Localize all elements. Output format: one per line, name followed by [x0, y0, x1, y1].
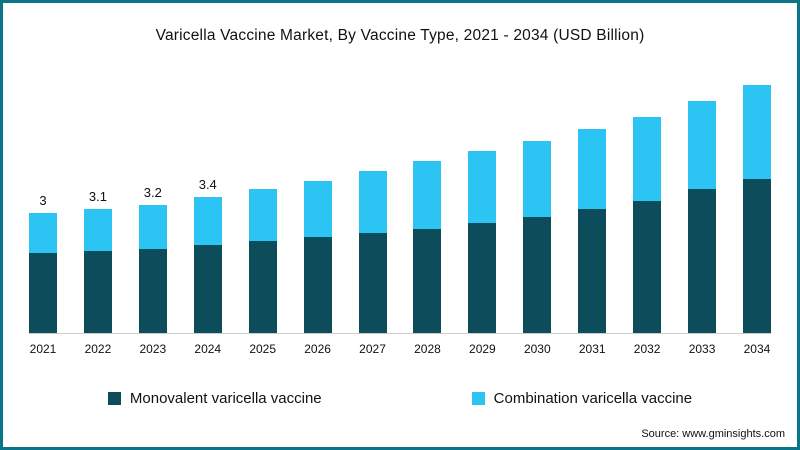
x-axis-label: 2026 — [304, 342, 331, 356]
source-attribution: Source: www.gminsights.com — [641, 428, 785, 440]
x-axis-label: 2025 — [249, 342, 277, 356]
bar-segment-combination — [578, 129, 607, 209]
bar-segment-monovalent — [523, 217, 552, 333]
bar-group: 3.4 — [193, 177, 222, 333]
bar-segment-combination — [468, 151, 497, 223]
x-axis-label: 2030 — [523, 342, 551, 356]
bar-segment-monovalent — [688, 189, 717, 333]
bar-value-label: 3 — [39, 193, 47, 208]
x-axis-label: 2033 — [688, 342, 716, 356]
bar-segment-combination — [742, 85, 771, 179]
bar-group — [523, 121, 552, 333]
bar-group — [468, 131, 497, 333]
legend: Monovalent varicella vaccine Combination… — [3, 390, 797, 407]
x-axis-label: 2022 — [84, 342, 112, 356]
bar-segment-monovalent — [633, 201, 662, 333]
x-axis-label: 2031 — [578, 342, 606, 356]
x-axis-label: 2029 — [469, 342, 496, 356]
x-axis-label: 2021 — [29, 342, 57, 356]
bar-group: 3.1 — [83, 189, 112, 333]
bar-segment-monovalent — [248, 241, 277, 333]
x-axis-label: 2034 — [743, 342, 771, 356]
legend-swatch-monovalent-icon — [107, 392, 121, 405]
plot-area: 3 3.1 3.2 3.4 2021 2022 2023 2024 2025 2026 2027 2… — [29, 61, 771, 356]
bar-segment-monovalent — [358, 233, 387, 333]
bar-group — [633, 97, 662, 333]
legend-item-combination: Combination varicella vaccine — [471, 390, 693, 407]
bar-segment-combination — [303, 181, 332, 237]
bar-value-label: 3.2 — [143, 185, 162, 200]
x-axis-label: 2028 — [414, 342, 441, 356]
bar-segment-combination — [523, 141, 552, 217]
bar-value-label: 3.4 — [198, 177, 217, 192]
bar-segment-monovalent — [83, 251, 112, 333]
bar-segment-combination — [193, 197, 222, 245]
bar-group: 3.2 — [138, 185, 167, 333]
x-axis-label: 2032 — [633, 342, 661, 356]
legend-label-monovalent: Monovalent varicella vaccine — [129, 390, 322, 407]
chart-title: Varicella Vaccine Market, By Vaccine Typ… — [155, 27, 645, 44]
bars-row: 3 3.1 3.2 3.4 — [29, 61, 771, 333]
bar-group — [688, 81, 717, 333]
bar-group — [413, 141, 442, 333]
legend-label-combination: Combination varicella vaccine — [493, 390, 693, 407]
bar-group — [358, 151, 387, 333]
bar-segment-monovalent — [193, 245, 222, 333]
bar-group — [578, 109, 607, 333]
bar-segment-monovalent — [742, 179, 771, 333]
x-axis-label: 2027 — [359, 342, 386, 356]
bar-group — [248, 169, 277, 333]
bar-segment-combination — [83, 209, 112, 251]
bar-segment-combination — [29, 213, 57, 253]
bar-group: 3 — [29, 193, 57, 333]
bar-segment-monovalent — [413, 229, 442, 333]
x-axis-line — [29, 333, 771, 334]
x-axis-row: 2021 2022 2023 2024 2025 2026 2027 2028 2029 2030… — [29, 342, 771, 356]
x-axis-label: 2023 — [139, 342, 167, 356]
bar-value-label: 3.1 — [88, 189, 107, 204]
legend-item-monovalent: Monovalent varicella vaccine — [107, 390, 322, 407]
bar-segment-combination — [633, 117, 662, 201]
bar-segment-monovalent — [578, 209, 607, 333]
bar-segment-monovalent — [468, 223, 497, 333]
bar-segment-combination — [138, 205, 167, 249]
bar-segment-combination — [688, 101, 717, 189]
bar-segment-combination — [358, 171, 387, 233]
legend-swatch-combination-icon — [471, 392, 485, 405]
bar-group — [303, 161, 332, 333]
bar-group — [742, 65, 771, 333]
bar-segment-monovalent — [138, 249, 167, 333]
bar-segment-monovalent — [29, 253, 57, 333]
bar-segment-monovalent — [303, 237, 332, 333]
x-axis-label: 2024 — [194, 342, 222, 356]
bar-segment-combination — [413, 161, 442, 229]
bar-segment-combination — [248, 189, 277, 241]
